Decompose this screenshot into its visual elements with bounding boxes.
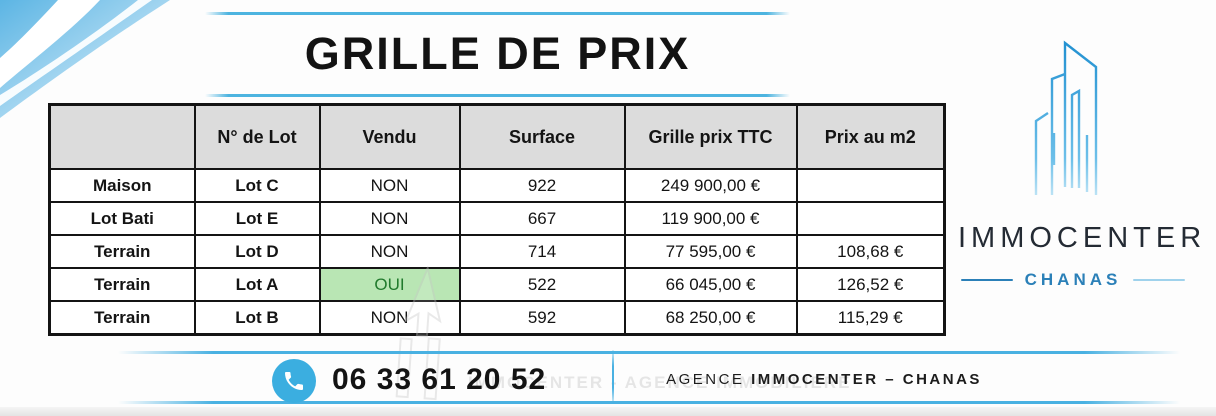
- table-row: Terrain Lot B NON 592 68 250,00 € 115,29…: [48, 300, 946, 336]
- cell-price: 119 900,00 €: [623, 201, 798, 236]
- phone-badge: [272, 359, 316, 403]
- cell-price-m2: [795, 168, 946, 203]
- title-rule-top: [205, 12, 790, 15]
- header-row: N° de Lot Vendu Surface Grille prix TTC …: [48, 103, 946, 170]
- agency-prefix: AGENCE: [666, 371, 745, 388]
- phone-number: 06 33 61 20 52: [332, 363, 547, 396]
- logo-dash-right: [1133, 279, 1186, 281]
- logo-city: CHANAS: [1024, 270, 1122, 289]
- cell-price-m2: [795, 201, 946, 236]
- cell-type: Lot Bati: [48, 201, 196, 236]
- cell-surface: 522: [458, 267, 626, 302]
- cell-lot: Lot C: [193, 168, 321, 203]
- cell-type: Terrain: [48, 300, 196, 336]
- logo-dash-left: [960, 279, 1013, 281]
- footer-rule-bottom: [118, 401, 1180, 404]
- building-logo-icon: [1034, 40, 1098, 195]
- title-rule-bottom: [205, 94, 790, 97]
- cell-vendu: OUI: [318, 267, 461, 302]
- header-prix-m2: Prix au m2: [795, 103, 946, 170]
- table-row: Terrain Lot A OUI 522 66 045,00 € 126,52…: [48, 267, 946, 302]
- footer-rule-top: [118, 351, 1180, 354]
- page-title: GRILLE DE PRIX: [304, 28, 691, 79]
- phone-icon: [285, 372, 303, 390]
- table-row: Terrain Lot D NON 714 77 595,00 € 108,68…: [48, 234, 946, 269]
- cell-price: 66 045,00 €: [623, 267, 798, 302]
- cell-price-m2: 115,29 €: [795, 300, 946, 336]
- cell-lot: Lot D: [193, 234, 321, 269]
- cell-lot: Lot A: [193, 267, 321, 302]
- agency-caption: AGENCE IMMOCENTER – CHANAS: [628, 371, 1020, 388]
- header-vendu: Vendu: [318, 103, 461, 170]
- cell-type: Terrain: [48, 267, 196, 302]
- cell-vendu: NON: [318, 300, 461, 336]
- header-grille-prix: Grille prix TTC: [623, 103, 798, 170]
- cell-price-m2: 108,68 €: [795, 234, 946, 269]
- cell-price: 68 250,00 €: [623, 300, 798, 336]
- cell-lot: Lot B: [193, 300, 321, 336]
- cell-lot: Lot E: [193, 201, 321, 236]
- cell-surface: 592: [458, 300, 626, 336]
- cell-type: Maison: [48, 168, 196, 203]
- text-watermark: IMMOCENTER - AGENCE IMMOBILIERE: [468, 373, 852, 392]
- cell-surface: 922: [458, 168, 626, 203]
- logo-name: IMMOCENTER: [958, 222, 1207, 254]
- cell-price-m2: 126,52 €: [795, 267, 946, 302]
- cell-vendu: NON: [318, 201, 461, 236]
- cell-type: Terrain: [48, 234, 196, 269]
- cell-vendu: NON: [318, 168, 461, 203]
- bottom-edge-strip: [0, 407, 1216, 416]
- corner-swoosh-decoration: [0, 0, 170, 118]
- cell-surface: 667: [458, 201, 626, 236]
- header-surface: Surface: [458, 103, 626, 170]
- cell-vendu: NON: [318, 234, 461, 269]
- logo-city-row: CHANAS: [958, 270, 1188, 290]
- price-table: N° de Lot Vendu Surface Grille prix TTC …: [48, 103, 946, 336]
- header-lot-number: N° de Lot: [193, 103, 321, 170]
- cell-price: 77 595,00 €: [623, 234, 798, 269]
- cell-price: 249 900,00 €: [623, 168, 798, 203]
- table-row: Maison Lot C NON 922 249 900,00 €: [48, 168, 946, 203]
- table-row: Lot Bati Lot E NON 667 119 900,00 €: [48, 201, 946, 236]
- cell-surface: 714: [458, 234, 626, 269]
- agency-name: IMMOCENTER – CHANAS: [751, 371, 982, 388]
- header-empty: [48, 103, 196, 170]
- footer-divider: [612, 350, 614, 404]
- title-block: GRILLE DE PRIX: [205, 12, 790, 97]
